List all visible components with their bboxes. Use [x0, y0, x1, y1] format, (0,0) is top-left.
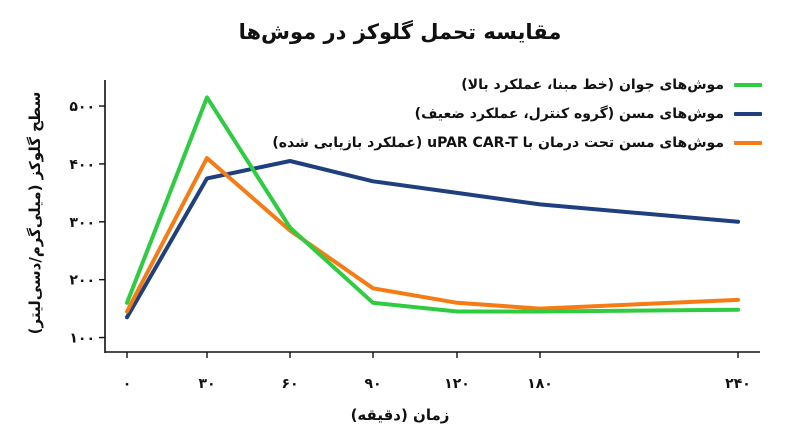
series-line-1 [125, 159, 740, 320]
series-line-2 [125, 156, 740, 314]
y-tick-label: ۴۰۰ [69, 157, 95, 173]
y-tick-label: ۵۰۰ [69, 99, 95, 115]
x-tick-label: ۶۰ [281, 376, 298, 392]
y-tick-label: ۱۰۰ [69, 331, 95, 347]
legend-swatch-green [734, 82, 762, 87]
x-tick-label: ۳۰ [198, 376, 215, 392]
y-tick-label: ۳۰۰ [69, 215, 95, 231]
x-tick-label: ۹۰ [364, 376, 381, 392]
legend-swatch-blue [734, 111, 762, 116]
x-axis-label: زمان (دقیقه) [350, 406, 450, 424]
legend-swatch-orange [734, 140, 762, 145]
legend-label: موش‌های مسن تحت درمان با uPAR CAR-T (عمل… [272, 134, 724, 151]
legend-item-old-control: موش‌های مسن (گروه کنترل، عملکرد ضعیف) [272, 99, 762, 128]
series-line-0 [125, 95, 740, 314]
legend: موش‌های جوان (خط مبنا، عملکرد بالا) موش‌… [272, 70, 762, 157]
legend-label: موش‌های مسن (گروه کنترل، عملکرد ضعیف) [414, 105, 724, 122]
x-tick-label: ۱۸۰ [527, 376, 553, 392]
x-tick-label: ۱۲۰ [444, 376, 470, 392]
chart-title: مقایسه تحمل گلوکز در موش‌ها [238, 20, 562, 44]
legend-item-young: موش‌های جوان (خط مبنا، عملکرد بالا) [272, 70, 762, 99]
y-tick-label: ۲۰۰ [69, 273, 95, 289]
x-tick-label: ۲۴۰ [725, 376, 751, 392]
x-tick-label: ۰ [123, 376, 132, 392]
legend-label: موش‌های جوان (خط مبنا، عملکرد بالا) [461, 76, 724, 93]
legend-item-old-treated: موش‌های مسن تحت درمان با uPAR CAR-T (عمل… [272, 128, 762, 157]
